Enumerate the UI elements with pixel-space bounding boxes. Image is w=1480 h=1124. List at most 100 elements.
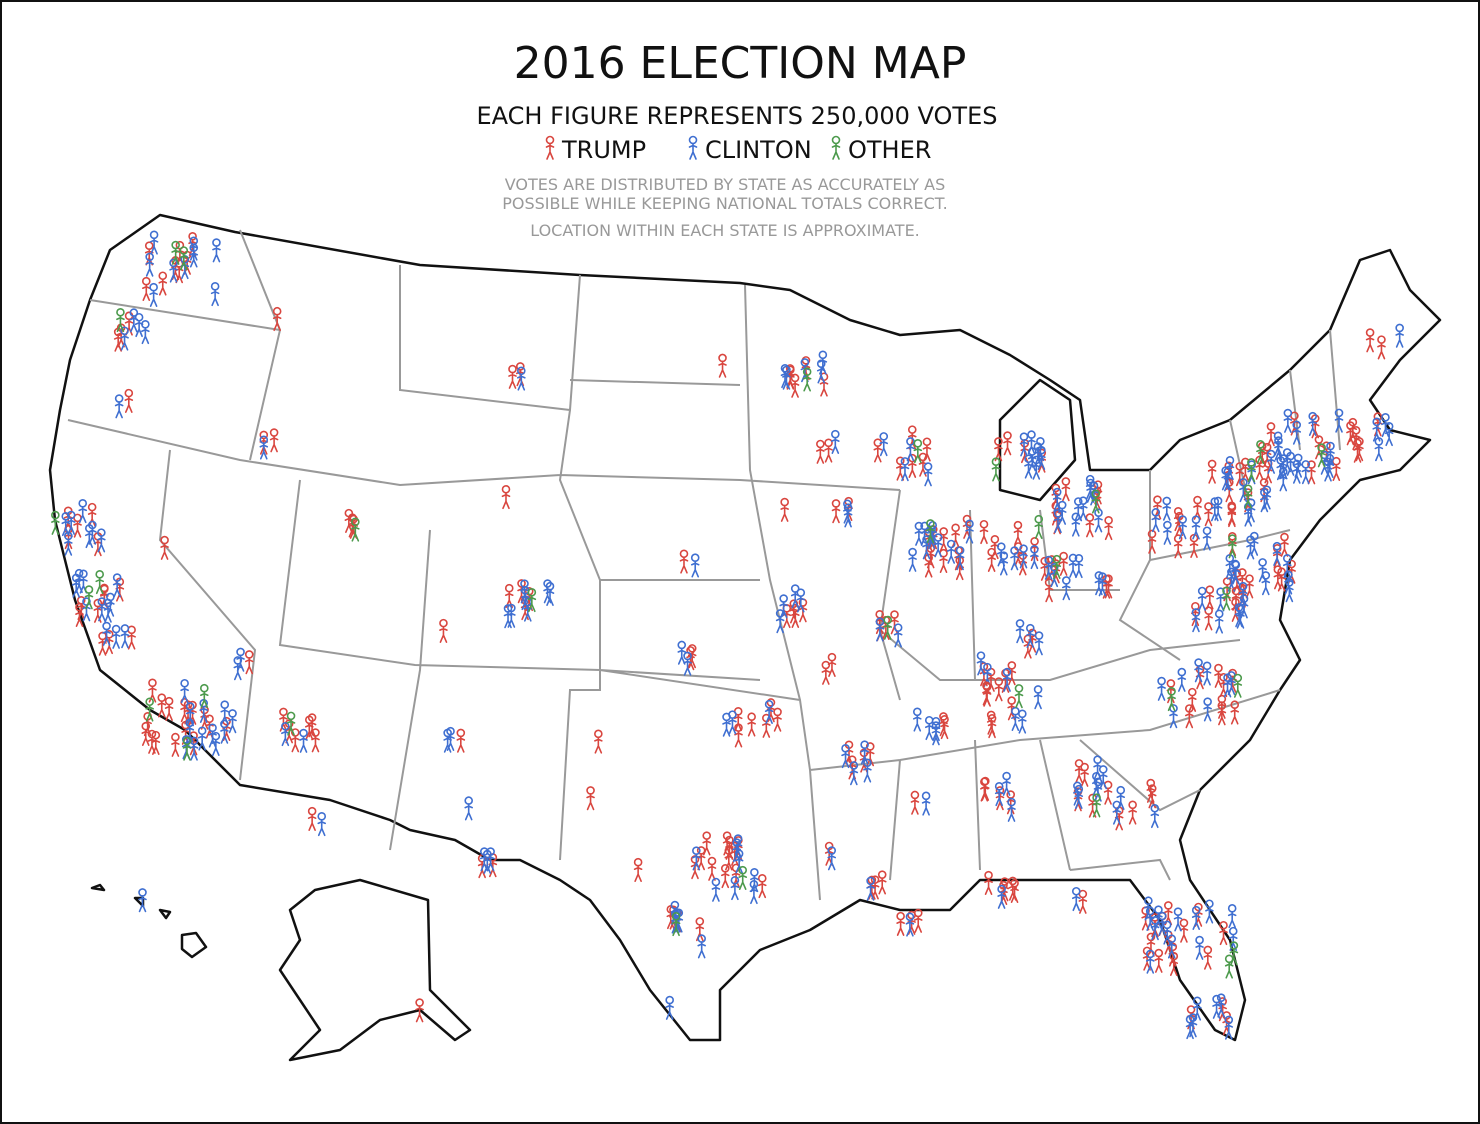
- figure-body: [149, 289, 158, 307]
- figure-body: [299, 735, 308, 753]
- figure-body: [1178, 522, 1187, 540]
- figure-body: [1094, 578, 1104, 596]
- figure: [1145, 949, 1155, 974]
- figure: [790, 584, 800, 609]
- figure: [299, 728, 308, 753]
- figure-body: [1024, 461, 1033, 479]
- figure-body: [1227, 678, 1236, 696]
- figure: [141, 319, 150, 345]
- figure-body: [711, 884, 721, 902]
- figure-body: [1078, 896, 1088, 914]
- figure-body: [199, 690, 209, 709]
- figure-body: [1221, 473, 1230, 491]
- figure-body: [84, 592, 94, 610]
- figure-body: [849, 768, 859, 786]
- figure-body: [443, 735, 452, 753]
- figure-body: [1308, 418, 1318, 436]
- figure-body: [821, 667, 831, 685]
- figure-body: [906, 444, 915, 462]
- figure-body: [865, 749, 875, 767]
- figure: [281, 721, 290, 747]
- figure: [179, 246, 189, 271]
- figure: [594, 729, 603, 754]
- figure-body: [831, 436, 840, 454]
- figure: [307, 806, 317, 831]
- figure-body: [905, 919, 915, 937]
- legend: TRUMP CLINTON OTHER: [545, 135, 931, 164]
- figure: [1059, 551, 1068, 576]
- figure-body: [738, 872, 748, 890]
- figure-body: [939, 534, 948, 552]
- figure-body: [1203, 952, 1213, 970]
- figure: [1223, 673, 1232, 698]
- figure: [939, 712, 948, 737]
- figure: [883, 615, 892, 640]
- figure-body: [1230, 707, 1240, 725]
- figure: [180, 678, 189, 704]
- figure-body: [1019, 551, 1028, 569]
- figure-body: [1026, 630, 1035, 648]
- figure-body: [93, 539, 103, 557]
- figure: [443, 728, 452, 753]
- figure: [1203, 945, 1213, 970]
- figure-body: [97, 604, 107, 622]
- figure: [76, 595, 86, 621]
- figure-body: [594, 736, 603, 754]
- figure: [1191, 608, 1201, 633]
- figure: [1395, 323, 1404, 348]
- figure: [1128, 800, 1137, 825]
- figure-body: [1010, 553, 1019, 571]
- figure-body: [896, 918, 905, 936]
- figure-body: [115, 584, 125, 602]
- figure-body: [189, 738, 198, 756]
- figure-body: [997, 891, 1006, 909]
- figure: [979, 519, 989, 545]
- title: 2016 ELECTION MAP: [514, 38, 967, 89]
- figure-body: [671, 919, 681, 937]
- figure-body: [951, 530, 960, 548]
- figure-body: [800, 365, 810, 383]
- figure-body: [1261, 578, 1271, 596]
- figure: [913, 439, 923, 464]
- figure-body: [1247, 465, 1256, 483]
- figure-body: [1239, 601, 1249, 619]
- figure-body: [908, 554, 917, 572]
- figure: [720, 864, 730, 889]
- figure-body: [79, 576, 88, 594]
- figure-body: [1167, 941, 1177, 959]
- figure: [1068, 553, 1078, 578]
- figure: [1213, 496, 1223, 521]
- figure-body: [64, 538, 73, 556]
- figure-body: [1266, 456, 1276, 474]
- figure: [149, 282, 158, 307]
- figure: [1234, 603, 1244, 628]
- figure-body: [827, 853, 837, 871]
- figure: [1332, 456, 1341, 482]
- figure-body: [665, 1002, 674, 1020]
- figure-body: [149, 237, 159, 255]
- figure: [1207, 459, 1217, 484]
- figure-body: [940, 722, 949, 740]
- figure-body: [702, 838, 712, 856]
- figure-body: [1280, 539, 1289, 557]
- figure: [677, 640, 687, 665]
- figure-body: [1061, 484, 1071, 502]
- figure-body: [1114, 813, 1124, 831]
- figure: [1002, 667, 1012, 692]
- figure: [1243, 484, 1253, 509]
- figure: [747, 712, 756, 737]
- figure: [922, 437, 932, 462]
- figure-body: [896, 463, 905, 481]
- figure: [933, 533, 943, 558]
- figure-body: [102, 628, 111, 646]
- figure-body: [1373, 419, 1383, 437]
- figure-body: [1103, 787, 1113, 805]
- figure: [982, 682, 992, 707]
- figure-body: [100, 591, 109, 609]
- figure-body: [1191, 615, 1201, 633]
- figure: [212, 238, 221, 263]
- figure: [702, 831, 712, 856]
- figure: [543, 579, 552, 604]
- figure: [1164, 901, 1173, 926]
- figure: [1166, 679, 1176, 704]
